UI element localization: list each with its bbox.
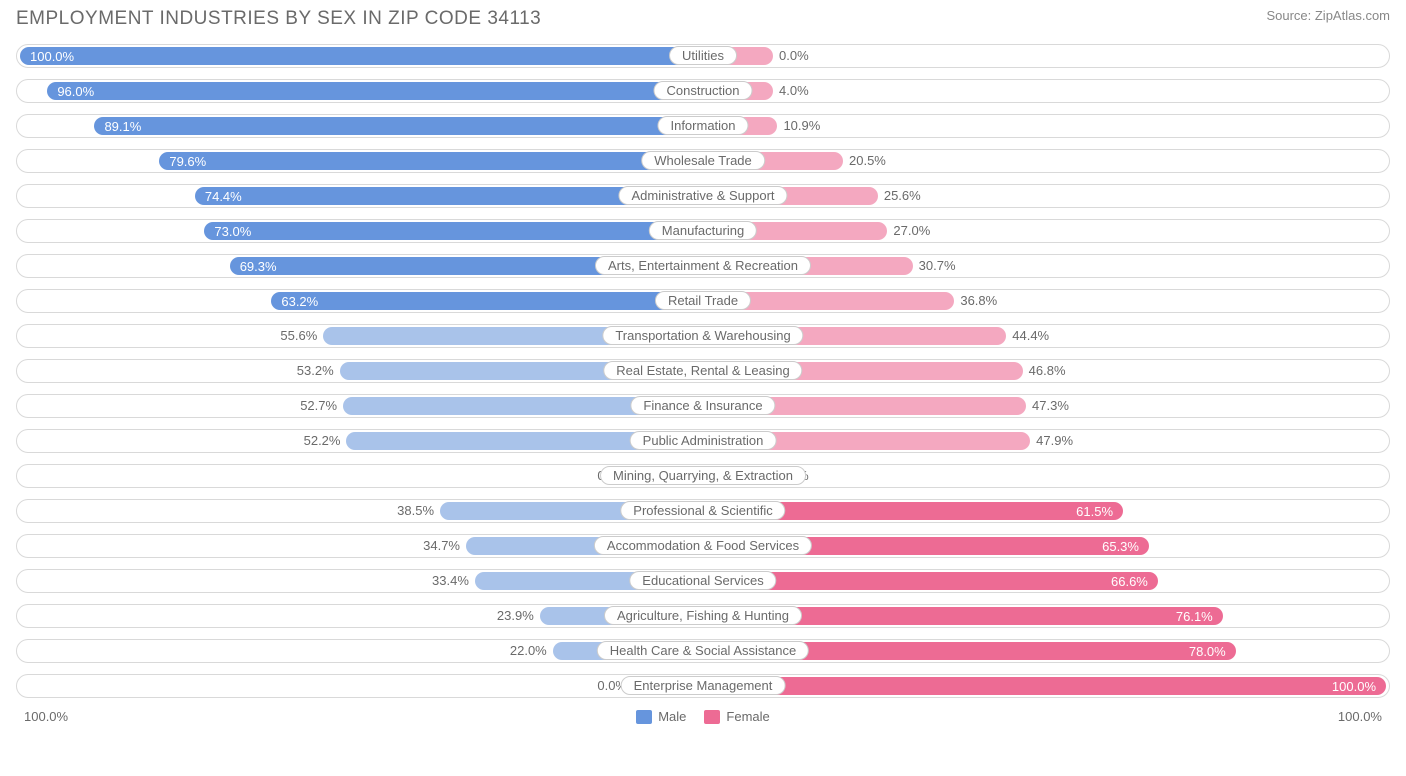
- male-value-label: 22.0%: [510, 643, 547, 658]
- male-value-label: 74.4%: [205, 189, 242, 204]
- male-value-label: 34.7%: [423, 538, 460, 553]
- female-value-label: 4.0%: [779, 83, 809, 98]
- bar-male: 100.0%: [20, 47, 703, 65]
- category-label: Wholesale Trade: [641, 151, 765, 170]
- category-label: Information: [657, 116, 748, 135]
- category-label: Finance & Insurance: [630, 396, 775, 415]
- legend: Male Female: [636, 709, 770, 724]
- female-value-label: 76.1%: [1176, 609, 1213, 624]
- chart-row: 0.0%0.0%Mining, Quarrying, & Extraction: [16, 464, 1390, 488]
- chart-row: 63.2% 36.8% Retail Trade: [16, 289, 1390, 313]
- chart-row: 55.6% 44.4% Transportation & Warehousing: [16, 324, 1390, 348]
- category-label: Utilities: [669, 46, 737, 65]
- bar-female: 100.0%: [703, 677, 1386, 695]
- female-value-label: 47.9%: [1036, 433, 1073, 448]
- male-value-label: 73.0%: [214, 224, 251, 239]
- male-value-label: 23.9%: [497, 608, 534, 623]
- female-value-label: 65.3%: [1102, 539, 1139, 554]
- male-value-label: 52.7%: [300, 398, 337, 413]
- female-value-label: 10.9%: [783, 118, 820, 133]
- legend-label-male: Male: [658, 709, 686, 724]
- chart-header: EMPLOYMENT INDUSTRIES BY SEX IN ZIP CODE…: [16, 8, 1390, 30]
- bar-male: 96.0%: [47, 82, 703, 100]
- category-label: Arts, Entertainment & Recreation: [595, 256, 811, 275]
- category-label: Professional & Scientific: [620, 501, 785, 520]
- chart-source: Source: ZipAtlas.com: [1266, 8, 1390, 23]
- chart-row: 79.6% 20.5% Wholesale Trade: [16, 149, 1390, 173]
- male-value-label: 100.0%: [30, 49, 74, 64]
- female-value-label: 0.0%: [779, 48, 809, 63]
- axis-label-right: 100.0%: [1338, 709, 1382, 724]
- female-value-label: 61.5%: [1076, 504, 1113, 519]
- legend-item-male: Male: [636, 709, 686, 724]
- male-value-label: 89.1%: [104, 119, 141, 134]
- female-value-label: 27.0%: [893, 223, 930, 238]
- category-label: Public Administration: [630, 431, 777, 450]
- category-label: Health Care & Social Assistance: [597, 641, 809, 660]
- male-value-label: 52.2%: [304, 433, 341, 448]
- category-label: Agriculture, Fishing & Hunting: [604, 606, 802, 625]
- chart-row: 96.0% 4.0% Construction: [16, 79, 1390, 103]
- legend-label-female: Female: [726, 709, 769, 724]
- chart-row: 34.7% 65.3% Accommodation & Food Services: [16, 534, 1390, 558]
- chart-row: 89.1% 10.9% Information: [16, 114, 1390, 138]
- male-value-label: 79.6%: [169, 154, 206, 169]
- female-value-label: 20.5%: [849, 153, 886, 168]
- female-value-label: 30.7%: [919, 258, 956, 273]
- male-value-label: 33.4%: [432, 573, 469, 588]
- category-label: Enterprise Management: [621, 676, 786, 695]
- female-value-label: 25.6%: [884, 188, 921, 203]
- chart-row: 69.3% 30.7% Arts, Entertainment & Recreati…: [16, 254, 1390, 278]
- chart-row: 33.4% 66.6% Educational Services: [16, 569, 1390, 593]
- male-value-label: 53.2%: [297, 363, 334, 378]
- legend-swatch-male: [636, 710, 652, 724]
- chart-row: 52.2% 47.9% Public Administration: [16, 429, 1390, 453]
- male-value-label: 63.2%: [281, 294, 318, 309]
- female-value-label: 44.4%: [1012, 328, 1049, 343]
- bar-male: 89.1%: [94, 117, 703, 135]
- category-label: Real Estate, Rental & Leasing: [603, 361, 802, 380]
- chart-area: 100.0% 0.0% Utilities 96.0% 4.0% Construction…: [16, 44, 1390, 698]
- male-value-label: 96.0%: [57, 84, 94, 99]
- category-label: Construction: [654, 81, 753, 100]
- male-value-label: 55.6%: [280, 328, 317, 343]
- chart-row: 100.0% 0.0% Utilities: [16, 44, 1390, 68]
- female-value-label: 100.0%: [1332, 679, 1376, 694]
- category-label: Manufacturing: [649, 221, 757, 240]
- category-label: Retail Trade: [655, 291, 751, 310]
- female-value-label: 46.8%: [1029, 363, 1066, 378]
- category-label: Educational Services: [629, 571, 776, 590]
- category-label: Mining, Quarrying, & Extraction: [600, 466, 806, 485]
- female-value-label: 36.8%: [960, 293, 997, 308]
- male-value-label: 69.3%: [240, 259, 277, 274]
- chart-row: 53.2% 46.8% Real Estate, Rental & Leasing: [16, 359, 1390, 383]
- category-label: Accommodation & Food Services: [594, 536, 812, 555]
- chart-footer: 100.0% Male Female 100.0%: [16, 709, 1390, 724]
- male-value-label: 38.5%: [397, 503, 434, 518]
- legend-item-female: Female: [704, 709, 769, 724]
- chart-row: 23.9% 76.1% Agriculture, Fishing & Hunting: [16, 604, 1390, 628]
- chart-row: 0.0%100.0%Enterprise Management: [16, 674, 1390, 698]
- bar-male: 63.2%: [271, 292, 703, 310]
- legend-swatch-female: [704, 710, 720, 724]
- chart-row: 38.5% 61.5% Professional & Scientific: [16, 499, 1390, 523]
- female-value-label: 78.0%: [1189, 644, 1226, 659]
- chart-row: 73.0% 27.0% Manufacturing: [16, 219, 1390, 243]
- category-label: Administrative & Support: [618, 186, 787, 205]
- chart-row: 52.7% 47.3% Finance & Insurance: [16, 394, 1390, 418]
- female-value-label: 66.6%: [1111, 574, 1148, 589]
- category-label: Transportation & Warehousing: [602, 326, 803, 345]
- chart-title: EMPLOYMENT INDUSTRIES BY SEX IN ZIP CODE…: [16, 8, 541, 30]
- female-value-label: 47.3%: [1032, 398, 1069, 413]
- chart-row: 22.0% 78.0% Health Care & Social Assistanc…: [16, 639, 1390, 663]
- axis-label-left: 100.0%: [24, 709, 68, 724]
- bar-male: 79.6%: [159, 152, 703, 170]
- chart-row: 74.4% 25.6% Administrative & Support: [16, 184, 1390, 208]
- bar-male: 73.0%: [204, 222, 703, 240]
